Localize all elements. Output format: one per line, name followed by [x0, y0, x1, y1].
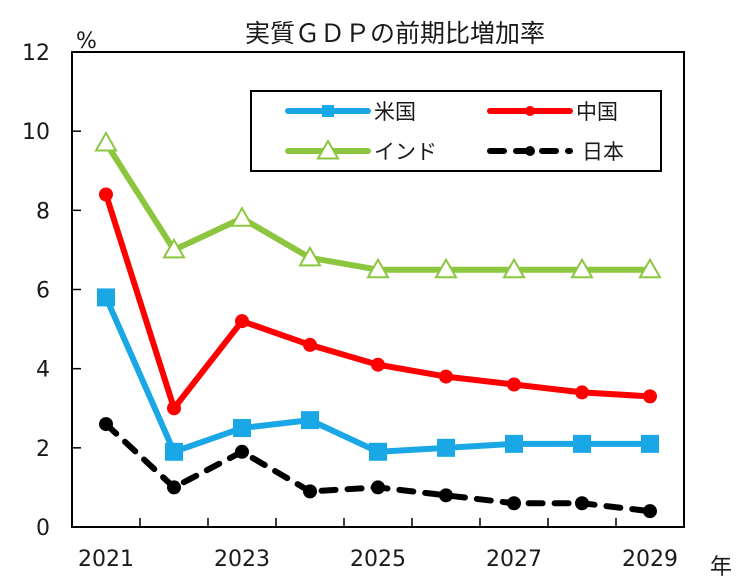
legend-label: 日本: [582, 140, 624, 164]
data-point: [233, 419, 251, 438]
series-2: [94, 131, 662, 279]
x-tick-label: 2025: [350, 547, 406, 572]
data-point: [97, 288, 115, 307]
legend-marker: [322, 105, 334, 117]
series-line: [103, 191, 653, 412]
legend-label: 中国: [576, 100, 618, 124]
data-point: [434, 257, 458, 279]
data-point: [235, 314, 249, 329]
data-point: [507, 496, 521, 511]
data-point: [502, 257, 526, 279]
y-tick-label: 4: [36, 358, 50, 383]
data-point: [167, 401, 181, 416]
x-tick-label: 2021: [78, 547, 134, 572]
data-point: [303, 484, 317, 499]
data-point: [94, 131, 118, 152]
data-point: [298, 245, 322, 267]
data-point: [643, 504, 657, 519]
data-point: [301, 411, 319, 430]
legend-marker: [316, 138, 340, 160]
x-tick-label: 2027: [486, 547, 542, 572]
legend-label: 米国: [374, 100, 416, 124]
data-point: [371, 357, 385, 372]
chart-title: 実質ＧＤＰの前期比増加率: [245, 19, 545, 48]
x-axis-unit: 年: [710, 555, 732, 580]
data-point: [507, 377, 521, 392]
data-point: [162, 237, 186, 259]
y-axis-unit: %: [76, 29, 97, 54]
data-point: [167, 480, 181, 495]
series-line: [103, 294, 653, 455]
data-point: [439, 369, 453, 384]
legend-label: インド: [374, 140, 437, 164]
data-point: [99, 417, 113, 432]
data-point: [570, 257, 594, 279]
series-1: [99, 187, 657, 416]
data-point: [643, 389, 657, 404]
y-tick-label: 8: [36, 199, 50, 224]
data-point: [369, 442, 387, 461]
x-tick-label: 2023: [214, 547, 270, 572]
data-point: [575, 385, 589, 400]
data-point: [366, 257, 390, 279]
data-point: [638, 257, 662, 279]
legend-marker: [525, 106, 535, 116]
data-point: [575, 496, 589, 511]
data-point: [439, 488, 453, 503]
series-0: [97, 288, 659, 461]
data-point: [371, 480, 385, 495]
x-tick-label: 2029: [622, 547, 678, 572]
data-point: [505, 434, 523, 453]
data-point: [303, 337, 317, 352]
series-group: [94, 131, 662, 519]
data-point: [437, 438, 455, 457]
data-point: [641, 434, 659, 453]
legend-marker: [525, 146, 535, 156]
data-point: [165, 442, 183, 461]
data-point: [99, 187, 113, 202]
y-tick-label: 0: [36, 516, 50, 541]
y-tick-label: 2: [36, 437, 50, 462]
data-point: [573, 434, 591, 453]
y-tick-label: 10: [22, 120, 50, 145]
data-point: [235, 444, 249, 459]
y-tick-label: 12: [22, 41, 50, 66]
series-3: [99, 417, 657, 519]
series-line: [103, 421, 653, 515]
y-tick-label: 6: [36, 279, 50, 304]
data-point: [230, 206, 254, 227]
axes: 0 2 4 6 8 10 12 2021 2023 2025 2027 2029: [22, 41, 685, 572]
